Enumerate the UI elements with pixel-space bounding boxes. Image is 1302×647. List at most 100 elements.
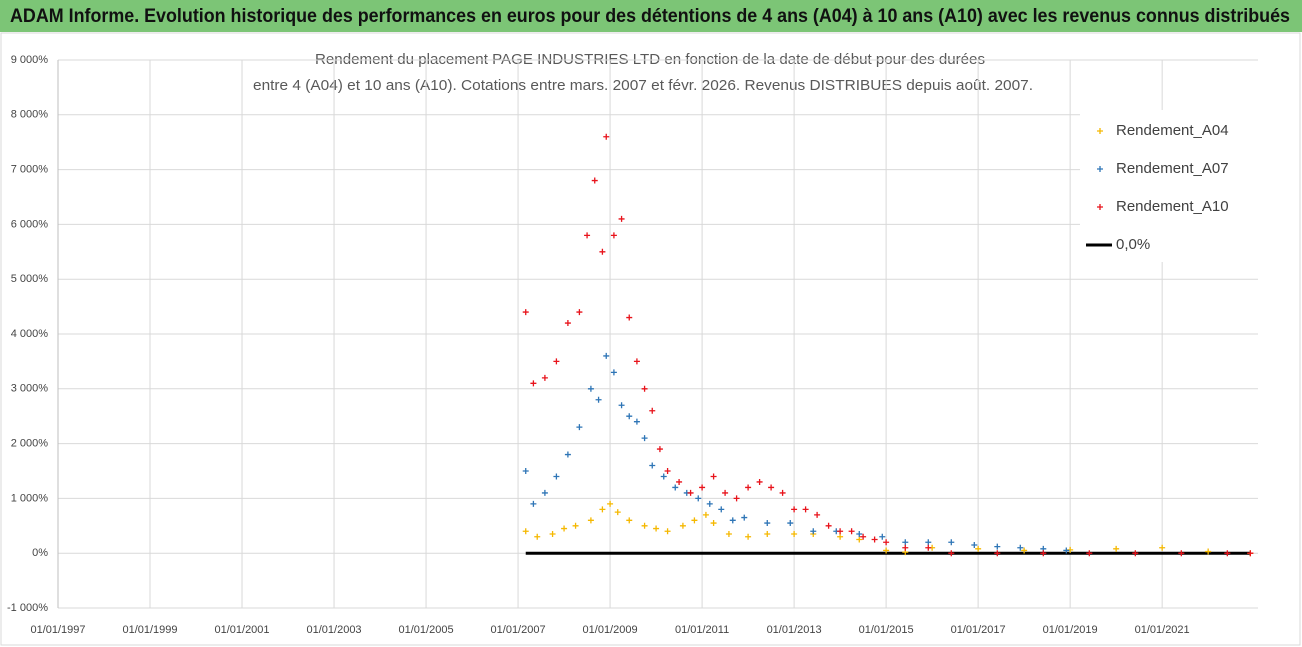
y-tick-label: 7 000% <box>11 164 49 176</box>
point <box>825 522 832 529</box>
point <box>522 468 529 474</box>
point <box>695 495 702 502</box>
point <box>729 517 736 524</box>
point <box>607 500 614 507</box>
point <box>687 489 694 496</box>
legend-marker <box>1097 204 1103 210</box>
point <box>572 522 579 529</box>
plot-area: -1 000% 0% 1 000% 2 000% 3 000% 4 000% 5 000% 6… <box>7 54 1258 636</box>
point <box>649 407 656 414</box>
point <box>699 484 706 491</box>
point <box>768 484 775 491</box>
point <box>791 531 798 538</box>
x-tick-label: 01/01/1999 <box>122 624 177 636</box>
point <box>706 500 713 507</box>
point <box>649 462 656 469</box>
point <box>603 133 610 140</box>
y-tick-label: 4 000% <box>11 328 49 340</box>
x-tick-label: 01/01/2009 <box>583 624 638 636</box>
point <box>948 550 955 557</box>
x-tick-label: 01/01/2021 <box>1135 624 1190 636</box>
point <box>1113 545 1120 552</box>
point <box>1063 547 1070 554</box>
point <box>702 511 709 518</box>
point <box>664 528 671 535</box>
point <box>756 478 763 485</box>
point <box>587 385 594 392</box>
y-tick-label: 3 000% <box>11 383 49 395</box>
point <box>879 533 886 540</box>
point <box>1159 544 1166 551</box>
point <box>541 374 548 381</box>
legend-marker <box>1097 128 1103 134</box>
point <box>814 511 821 518</box>
point <box>948 539 955 546</box>
point <box>626 413 633 420</box>
point <box>1178 550 1185 557</box>
x-tick-label: 01/01/1997 <box>30 624 85 636</box>
legend-label: Rendement_A04 <box>1116 122 1229 139</box>
point <box>787 520 794 527</box>
x-tick-label: 01/01/2011 <box>675 624 729 636</box>
chart-frame <box>0 32 1301 646</box>
point <box>837 528 844 535</box>
point <box>1132 550 1139 557</box>
point <box>618 215 625 222</box>
banner-background <box>0 0 1302 32</box>
y-tick-label: 9 000% <box>11 54 49 66</box>
point <box>1086 550 1093 557</box>
point <box>587 517 594 524</box>
point <box>610 232 617 239</box>
point <box>883 547 890 554</box>
y-tick-label: 1 000% <box>11 492 49 504</box>
point <box>994 550 1001 557</box>
point <box>564 451 571 458</box>
point <box>522 528 529 535</box>
point <box>1205 548 1212 555</box>
point <box>691 517 698 524</box>
point <box>530 500 537 507</box>
legend-label: Rendement_A07 <box>1116 160 1229 177</box>
x-tick-label: 01/01/2013 <box>767 624 822 636</box>
legend: Rendement_A04 Rendement_A07 Rendement_A10 0… <box>1080 110 1258 262</box>
point <box>561 525 568 532</box>
point <box>779 489 786 496</box>
point <box>553 358 560 365</box>
y-tick-label: 8 000% <box>11 109 49 121</box>
point <box>633 418 640 425</box>
point <box>745 484 752 491</box>
x-tick-label: 01/01/2001 <box>214 624 269 636</box>
point <box>802 506 809 513</box>
x-tick-label: 01/01/2007 <box>491 624 546 636</box>
y-tick-label: 6 000% <box>11 218 49 230</box>
point <box>745 533 752 540</box>
point <box>660 473 667 480</box>
legend-marker <box>1097 166 1103 172</box>
point <box>860 533 867 540</box>
point <box>549 531 556 538</box>
point <box>641 435 648 442</box>
point <box>653 525 660 532</box>
point <box>641 522 648 529</box>
point <box>576 309 583 316</box>
point <box>871 536 878 543</box>
x-tick-label: 01/01/2015 <box>859 624 914 636</box>
point <box>530 380 537 387</box>
chart-title: entre 4 (A04) et 10 ans (A10). Cotations… <box>253 77 1033 94</box>
y-tick-label: 0% <box>32 547 48 559</box>
point <box>576 424 583 431</box>
point <box>764 531 771 538</box>
point <box>541 489 548 496</box>
point <box>664 468 671 474</box>
x-tick-label: 01/01/2017 <box>951 624 1006 636</box>
banner-title: ADAM Informe. Evolution historique des p… <box>10 6 1290 27</box>
point <box>994 543 1001 550</box>
point <box>791 506 798 513</box>
point <box>672 484 679 491</box>
point <box>764 520 771 527</box>
point <box>1224 550 1231 557</box>
point <box>584 232 591 239</box>
